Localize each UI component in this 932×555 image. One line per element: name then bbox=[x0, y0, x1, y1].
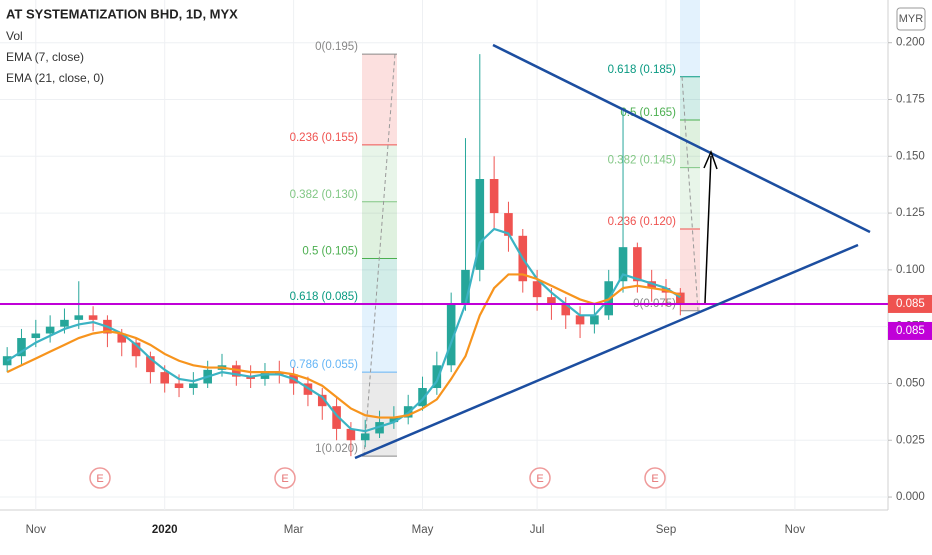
candle-body bbox=[17, 338, 26, 357]
candle-body bbox=[418, 388, 427, 407]
fib-label: 0.236 (0.120) bbox=[608, 216, 677, 228]
candle-body bbox=[88, 315, 98, 320]
x-tick-label: Mar bbox=[284, 524, 304, 536]
earnings-label: E bbox=[281, 473, 288, 485]
candle-body bbox=[274, 372, 284, 375]
y-tick-label: 0.000 bbox=[896, 491, 925, 503]
candle-body bbox=[146, 356, 155, 373]
arrow bbox=[704, 155, 712, 304]
candle-body bbox=[633, 247, 642, 282]
x-tick-label: 2020 bbox=[152, 524, 178, 536]
earnings-marker bbox=[529, 467, 551, 489]
fib-diagonal bbox=[363, 54, 396, 457]
fib-label: 0.382 (0.145) bbox=[608, 155, 677, 167]
fib-zone bbox=[680, 228, 700, 311]
currency-box[interactable] bbox=[896, 7, 926, 31]
y-tick-label: 0.125 bbox=[896, 207, 925, 219]
candle-body bbox=[332, 406, 341, 429]
candle-body bbox=[389, 417, 399, 423]
earnings-label: E bbox=[96, 473, 103, 485]
candle-body bbox=[446, 303, 456, 366]
fib-zone bbox=[362, 303, 397, 373]
candle-body bbox=[360, 433, 370, 441]
candle-body bbox=[74, 315, 84, 320]
candle-body bbox=[60, 319, 69, 327]
candle-body bbox=[31, 333, 41, 339]
earnings-marker bbox=[644, 467, 666, 489]
candle-body bbox=[532, 281, 542, 298]
candle-body bbox=[547, 297, 556, 304]
x-tick-label: Nov bbox=[785, 524, 806, 536]
fib-label: 0.618 (0.085) bbox=[290, 291, 359, 303]
y-tick-label: 0.175 bbox=[896, 94, 925, 106]
earnings-label: E bbox=[536, 473, 543, 485]
candle-body bbox=[260, 372, 270, 379]
x-tick-label: May bbox=[412, 524, 434, 536]
legend-item: EMA (7, close) bbox=[6, 50, 84, 64]
candle-body bbox=[504, 213, 513, 236]
y-tick-label: 0.025 bbox=[896, 434, 925, 446]
candle-body bbox=[160, 372, 170, 384]
candle-body bbox=[432, 365, 442, 389]
last-price-box bbox=[888, 294, 932, 313]
fib-zone bbox=[680, 76, 700, 120]
chart-title: AT SYSTEMATIZATION BHD, 1D, MYX bbox=[6, 6, 238, 21]
legend-item: Vol bbox=[6, 29, 23, 43]
currency: MYR bbox=[899, 13, 924, 25]
candle-body bbox=[189, 383, 198, 389]
ema-line bbox=[6, 273, 681, 419]
hline-price-label: 0.085 bbox=[896, 325, 925, 337]
fib-zone bbox=[362, 258, 397, 304]
arrow-head bbox=[703, 149, 718, 170]
trendline-lower bbox=[354, 243, 859, 460]
candle-body bbox=[618, 247, 628, 282]
earnings-marker bbox=[89, 467, 111, 489]
fib-label: 0.618 (0.185) bbox=[608, 64, 677, 76]
last-price-label: 0.085 bbox=[896, 298, 925, 310]
candle-body bbox=[317, 394, 327, 407]
legend: AT SYSTEMATIZATION BHD, 1D, MYX Vol EMA … bbox=[6, 6, 238, 85]
candle-body bbox=[45, 326, 55, 334]
candle-body bbox=[346, 428, 356, 441]
candle-body bbox=[561, 303, 571, 316]
y-tick-label: 0.100 bbox=[896, 264, 925, 276]
x-tick-label: Sep bbox=[656, 524, 676, 536]
candle-body bbox=[174, 383, 184, 389]
candle-body bbox=[590, 315, 599, 325]
hline-price-box bbox=[888, 321, 932, 340]
fib-label: 0.236 (0.155) bbox=[290, 132, 359, 144]
y-tick-label: 0.050 bbox=[896, 377, 925, 389]
fib-label: 0.382 (0.130) bbox=[290, 189, 359, 201]
candle-body bbox=[246, 376, 255, 379]
y-tick-label: 0.150 bbox=[896, 150, 925, 162]
candle-body bbox=[489, 179, 499, 214]
earnings-label: E bbox=[651, 473, 658, 485]
grid bbox=[0, 0, 888, 510]
candle-body bbox=[676, 292, 685, 304]
y-tick-label: 0.200 bbox=[896, 37, 925, 49]
candle-body bbox=[575, 315, 585, 325]
candle-body bbox=[232, 365, 241, 377]
x-tick-label: Jul bbox=[530, 524, 545, 536]
fib-label: 1(0.020) bbox=[315, 443, 358, 455]
candle-body bbox=[475, 179, 485, 270]
x-tick-label: Nov bbox=[26, 524, 47, 536]
candle-body bbox=[131, 342, 141, 357]
candle-body bbox=[461, 269, 470, 304]
trendline-upper bbox=[492, 43, 871, 234]
fib-label: 0(0.195) bbox=[315, 41, 358, 53]
fib-label: 0.786 (0.055) bbox=[290, 359, 359, 371]
axes: 0.0000.0250.0500.0750.1000.1250.1500.175… bbox=[26, 37, 932, 536]
fib-zone bbox=[362, 144, 397, 202]
fib-zone bbox=[680, 0, 700, 77]
legend-item: EMA (21, close, 0) bbox=[6, 71, 104, 85]
candle-body bbox=[117, 333, 127, 343]
fib-zone bbox=[362, 201, 397, 259]
fib-label: 0.5 (0.105) bbox=[302, 246, 358, 258]
earnings-marker bbox=[274, 467, 296, 489]
